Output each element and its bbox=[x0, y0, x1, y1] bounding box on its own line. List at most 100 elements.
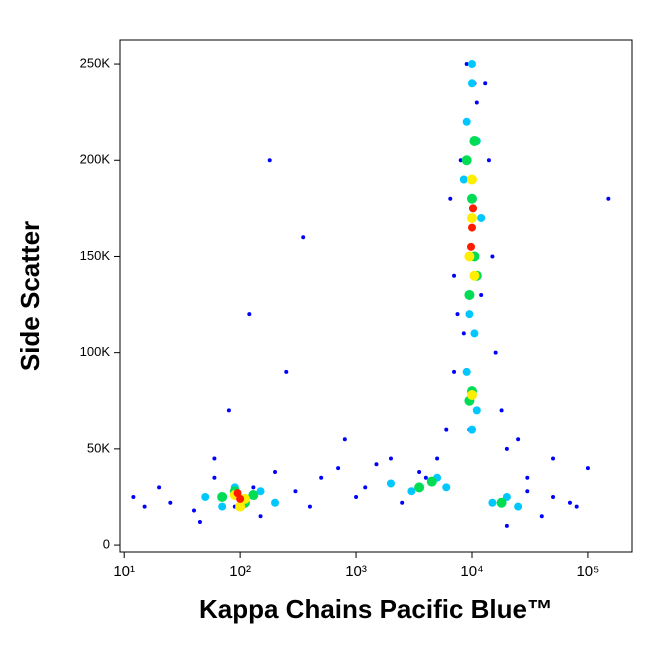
point bbox=[271, 498, 280, 507]
x-tick-label: 10² bbox=[229, 563, 251, 580]
point bbox=[442, 483, 451, 492]
point bbox=[293, 489, 298, 494]
point bbox=[514, 502, 523, 511]
point bbox=[469, 136, 480, 147]
point bbox=[466, 242, 475, 251]
point bbox=[307, 504, 312, 509]
point bbox=[258, 514, 263, 519]
point bbox=[284, 369, 289, 374]
point bbox=[336, 466, 341, 471]
point bbox=[342, 437, 347, 442]
point bbox=[477, 213, 486, 222]
point bbox=[388, 456, 393, 461]
point bbox=[157, 485, 162, 490]
point bbox=[319, 475, 324, 480]
x-tick-label: 10³ bbox=[345, 563, 367, 580]
point bbox=[551, 456, 556, 461]
x-tick-label: 10⁵ bbox=[576, 563, 599, 580]
point bbox=[525, 489, 530, 494]
y-tick-label: 200K bbox=[80, 152, 111, 167]
point bbox=[539, 514, 544, 519]
point bbox=[212, 456, 217, 461]
point bbox=[551, 494, 556, 499]
point bbox=[461, 331, 466, 336]
point bbox=[464, 289, 475, 300]
point bbox=[467, 79, 476, 88]
point bbox=[606, 196, 611, 201]
point bbox=[247, 312, 252, 317]
point bbox=[466, 174, 477, 185]
point bbox=[248, 490, 259, 501]
y-tick-label: 100K bbox=[80, 344, 111, 359]
point bbox=[435, 456, 440, 461]
point bbox=[142, 504, 147, 509]
y-tick-label: 0 bbox=[103, 537, 110, 552]
point bbox=[490, 254, 495, 259]
point bbox=[466, 389, 477, 400]
x-tick-label: 10¹ bbox=[113, 563, 135, 580]
point bbox=[251, 485, 256, 490]
point bbox=[374, 462, 379, 467]
point bbox=[525, 475, 530, 480]
y-tick-label: 150K bbox=[80, 248, 111, 263]
point bbox=[218, 502, 227, 511]
point bbox=[461, 155, 472, 166]
point bbox=[363, 485, 368, 490]
point bbox=[131, 494, 136, 499]
point bbox=[468, 204, 477, 213]
point bbox=[217, 491, 228, 502]
point bbox=[426, 476, 437, 487]
point bbox=[474, 100, 479, 105]
point bbox=[516, 437, 521, 442]
point bbox=[483, 81, 488, 86]
point bbox=[585, 466, 590, 471]
point bbox=[466, 193, 477, 204]
point bbox=[448, 196, 453, 201]
y-tick-label: 50K bbox=[87, 440, 110, 455]
point bbox=[470, 329, 479, 338]
point bbox=[267, 158, 272, 163]
point bbox=[467, 425, 476, 434]
point bbox=[464, 62, 469, 67]
point bbox=[462, 367, 471, 376]
y-axis-title: Side Scatter bbox=[15, 221, 45, 371]
point bbox=[414, 482, 425, 493]
x-tick-label: 10⁴ bbox=[460, 563, 483, 580]
point bbox=[462, 117, 471, 126]
point bbox=[502, 492, 511, 501]
point bbox=[496, 497, 507, 508]
point bbox=[168, 500, 173, 505]
point bbox=[488, 498, 497, 507]
point bbox=[479, 292, 484, 297]
point bbox=[191, 508, 196, 513]
point bbox=[458, 158, 463, 163]
point bbox=[452, 273, 457, 278]
point bbox=[386, 479, 395, 488]
point bbox=[452, 369, 457, 374]
point bbox=[464, 251, 475, 262]
point bbox=[466, 212, 477, 223]
point bbox=[465, 310, 474, 319]
point bbox=[504, 523, 509, 528]
point bbox=[499, 408, 504, 413]
point bbox=[459, 175, 468, 184]
point bbox=[423, 475, 428, 480]
point bbox=[467, 223, 476, 232]
point bbox=[444, 427, 449, 432]
point bbox=[256, 487, 265, 496]
point bbox=[417, 469, 422, 474]
point bbox=[469, 270, 480, 281]
point bbox=[233, 489, 242, 498]
x-axis-title: Kappa Chains Pacific Blue™ bbox=[199, 594, 553, 624]
point bbox=[504, 446, 509, 451]
point bbox=[235, 501, 246, 512]
point bbox=[201, 492, 210, 501]
point bbox=[407, 487, 416, 496]
point bbox=[472, 406, 481, 415]
point bbox=[197, 519, 202, 524]
point bbox=[400, 500, 405, 505]
point bbox=[574, 504, 579, 509]
point bbox=[354, 494, 359, 499]
point bbox=[212, 475, 217, 480]
